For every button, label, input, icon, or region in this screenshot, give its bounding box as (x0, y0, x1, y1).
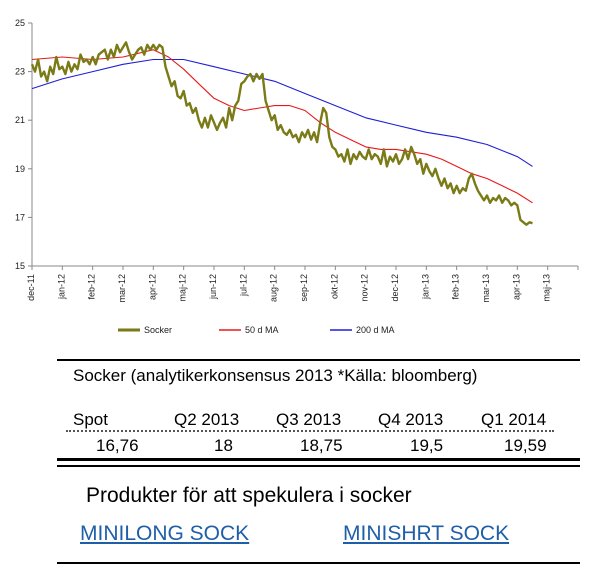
y-tick-label: 21 (15, 115, 25, 125)
x-tick-label: jan-13 (420, 274, 430, 300)
legend-label: Socker (144, 325, 172, 335)
x-tick-label: mar-13 (481, 274, 491, 303)
y-tick-label: 17 (15, 212, 25, 222)
products-heading: Produkter för att spekulera i socker (86, 484, 412, 507)
x-tick-label: dec-11 (26, 274, 36, 301)
x-tick-label: jul-12 (238, 274, 248, 297)
x-tick-label: apr-12 (147, 274, 157, 300)
minishrt-sock-link[interactable]: MINISHRT SOCK (343, 522, 510, 545)
series-line-socker (30, 41, 533, 226)
table-bottom-rule-1 (57, 458, 580, 461)
series-line-50-d-ma (31, 49, 533, 204)
y-tick-label: 15 (15, 261, 25, 271)
y-tick-label: 19 (15, 164, 25, 174)
x-tick-label: dec-12 (390, 274, 400, 302)
x-tick-label: feb-13 (451, 274, 461, 300)
x-tick-label: sep-12 (299, 274, 309, 302)
bottom-rule (57, 562, 580, 564)
sugar-price-chart: 15 17 19 21 23 25 dec-11 jan-12 feb-12 mar-12 apr-… (15, 18, 579, 335)
minilong-sock-link[interactable]: MINILONG SOCK (80, 522, 250, 545)
header-spot: Spot (73, 410, 108, 429)
x-tick-label: jun-12 (208, 274, 218, 300)
x-tick-label: apr-13 (511, 274, 521, 300)
value-q3-2013: 18,75 (300, 436, 343, 455)
x-tick-label: mar-12 (117, 274, 127, 303)
y-tick-label: 23 (15, 67, 25, 77)
x-tick-label: nov-12 (360, 274, 370, 302)
x-tick-label: okt-12 (329, 274, 339, 299)
value-q1-2014: 19,59 (504, 436, 547, 455)
y-tick-label: 25 (15, 18, 25, 28)
series-line-200-d-ma (31, 58, 533, 167)
header-q2-2013: Q2 2013 (174, 410, 240, 429)
header-q3-2013: Q3 2013 (276, 410, 342, 429)
x-tick-label: jan-12 (56, 274, 66, 300)
x-tick-label: feb-12 (87, 274, 97, 300)
value-q2-2013: 18 (214, 436, 233, 455)
header-q1-2014: Q1 2014 (481, 410, 547, 429)
table-title: Socker (analytikerkonsensus 2013 *Källa:… (73, 366, 478, 385)
table-bottom-rule-2 (57, 465, 580, 467)
x-tick-label: aug-12 (269, 274, 279, 302)
x-tick-label: maj-13 (542, 274, 552, 302)
value-q4-2013: 19,5 (410, 436, 444, 455)
header-divider (66, 430, 554, 432)
x-tick-label: maj-12 (178, 274, 188, 302)
legend-label: 200 d MA (356, 325, 395, 335)
top-rule (57, 359, 580, 361)
header-q4-2013: Q4 2013 (378, 410, 444, 429)
value-spot: 16,76 (96, 436, 139, 455)
legend-label: 50 d MA (245, 325, 279, 335)
